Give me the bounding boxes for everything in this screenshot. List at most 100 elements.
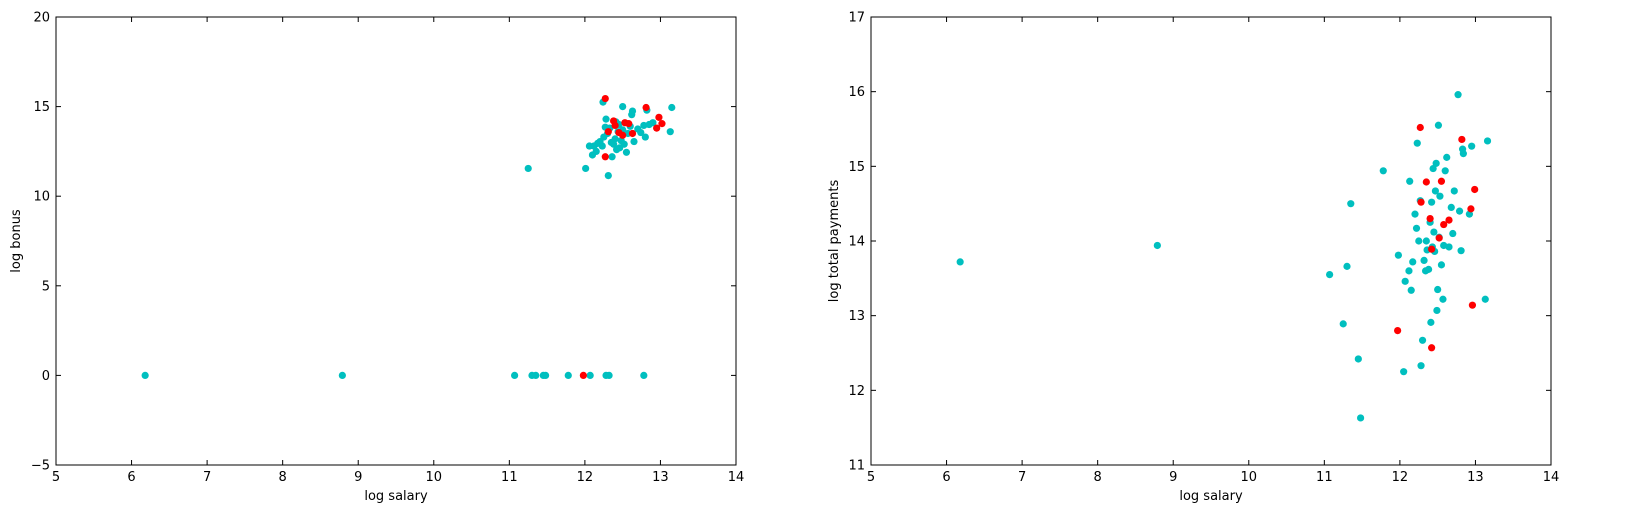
x-tick-label: 10 (426, 470, 443, 485)
data-point (1426, 215, 1434, 223)
data-point (1440, 220, 1448, 229)
y-tick-label: 15 (33, 100, 50, 115)
data-point (1417, 198, 1425, 206)
x-tick-label: 8 (279, 470, 287, 485)
x-axis-label: log salary (1179, 489, 1243, 504)
data-point (1443, 153, 1451, 161)
data-point (598, 142, 606, 150)
x-tick-label: 12 (1392, 470, 1409, 485)
x-tick-label: 5 (867, 470, 875, 485)
data-point (605, 371, 613, 379)
data-point (1458, 135, 1466, 144)
data-point (637, 128, 645, 137)
x-tick-label: 6 (942, 470, 950, 485)
data-point (619, 131, 627, 139)
data-point (640, 121, 648, 130)
data-point (658, 120, 666, 128)
y-tick-label: −5 (31, 459, 50, 474)
x-tick-label: 12 (577, 470, 594, 485)
data-point (604, 128, 612, 136)
data-point (622, 148, 631, 156)
data-point (619, 103, 627, 111)
data-point (1449, 229, 1457, 238)
x-tick-label: 9 (354, 470, 362, 485)
data-point (620, 140, 628, 148)
data-point (1379, 167, 1387, 175)
data-point (1454, 91, 1462, 99)
data-point (1394, 327, 1402, 335)
data-point (1354, 355, 1362, 363)
x-tick-label: 7 (1018, 470, 1026, 485)
data-point (1357, 414, 1365, 422)
y-tick-label: 20 (33, 11, 50, 26)
data-point (611, 135, 619, 143)
data-point (1415, 237, 1423, 245)
data-point (1447, 203, 1455, 211)
data-point (592, 147, 600, 155)
data-point (1437, 177, 1446, 185)
data-point (655, 113, 663, 121)
data-point (579, 371, 587, 379)
data-point (338, 371, 346, 379)
data-point (1445, 216, 1453, 224)
data-point (630, 137, 638, 146)
y-tick-label: 17 (848, 11, 865, 26)
x-tick-label: 13 (1467, 470, 1484, 485)
data-point (1428, 245, 1436, 253)
data-point (1481, 295, 1489, 303)
data-point (1430, 228, 1438, 236)
data-point (1343, 262, 1351, 270)
data-point (1427, 318, 1435, 326)
x-tick-label: 14 (728, 470, 745, 485)
y-tick-label: 15 (848, 160, 865, 175)
data-point (1437, 261, 1446, 269)
data-point (1347, 200, 1355, 208)
data-point (1326, 271, 1334, 279)
data-point (1418, 336, 1427, 344)
data-point (608, 153, 616, 161)
data-point (1428, 198, 1436, 206)
data-point (1468, 142, 1476, 150)
data-point (1411, 210, 1419, 218)
data-point (582, 164, 590, 173)
data-point (524, 164, 532, 173)
data-point (1400, 368, 1408, 376)
x-tick-label: 7 (203, 470, 211, 485)
data-point (1441, 167, 1449, 175)
data-point (542, 371, 550, 379)
plot-area (871, 17, 1551, 465)
data-point (1153, 241, 1161, 250)
data-point (1439, 295, 1447, 303)
data-point (1422, 178, 1430, 186)
data-point (1413, 139, 1421, 147)
series-0 (956, 91, 1492, 422)
x-tick-label: 9 (1169, 470, 1177, 485)
data-point (1431, 187, 1439, 195)
data-point (628, 129, 637, 138)
x-tick-label: 14 (1543, 470, 1560, 485)
data-point (1433, 306, 1441, 315)
data-point (1409, 258, 1417, 266)
data-point (1457, 247, 1465, 255)
data-point (611, 121, 619, 130)
data-point (642, 103, 650, 112)
y-tick-label: 16 (848, 85, 865, 100)
data-point (1436, 192, 1444, 200)
data-point (586, 371, 594, 379)
y-tick-label: 10 (33, 190, 50, 205)
y-tick-label: 13 (848, 309, 865, 324)
data-point (1406, 177, 1414, 185)
x-tick-label: 6 (127, 470, 135, 485)
x-tick-label: 5 (52, 470, 60, 485)
data-point (1394, 251, 1402, 259)
data-point (1435, 234, 1443, 242)
y-tick-label: 11 (848, 459, 865, 474)
data-point (1459, 150, 1467, 158)
data-point (1483, 137, 1492, 145)
y-tick-label: 12 (848, 384, 865, 399)
data-point (1420, 256, 1428, 265)
data-point (1416, 123, 1424, 132)
data-point (1407, 286, 1415, 294)
data-point (1434, 285, 1442, 294)
